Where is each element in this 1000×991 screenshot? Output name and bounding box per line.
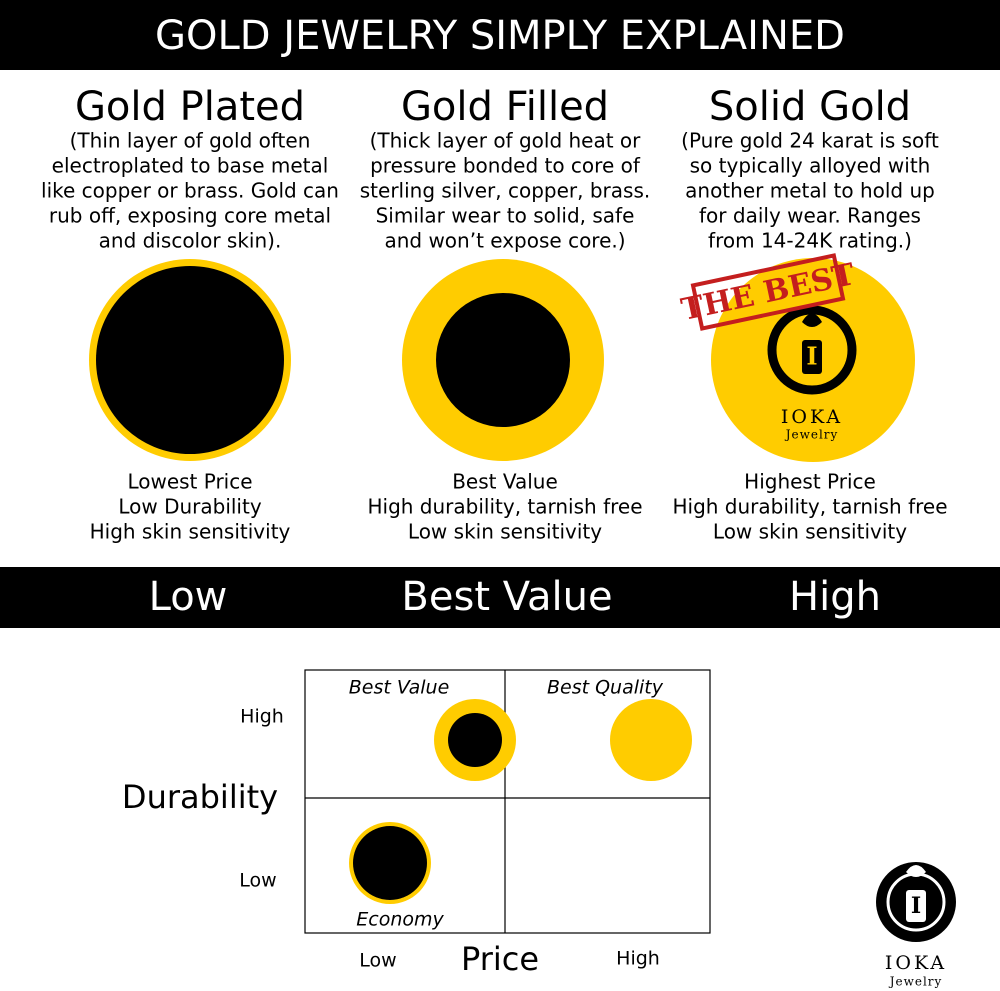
stamp-border (690, 253, 846, 331)
logo-sub: Jewelry (784, 428, 839, 442)
column-note: High durability, tarnish free (367, 495, 642, 519)
column-title: Gold Plated (75, 84, 305, 130)
logo-large: I IOKA Jewelry (876, 862, 956, 989)
column-note: Low Durability (118, 495, 262, 519)
column-description: sterling silver, copper, brass. (360, 179, 650, 203)
column-description: like copper or brass. Gold can (41, 179, 339, 203)
column-description: (Pure gold 24 karat is soft (681, 129, 939, 153)
scale-label: Low (149, 574, 228, 620)
scale-bar (0, 567, 1000, 628)
column-description: and discolor skin). (99, 229, 282, 253)
column-description: from 14-24K rating.) (708, 229, 912, 253)
logo-ring (767, 305, 857, 395)
column-description: for daily wear. Ranges (699, 204, 921, 228)
column-description: (Thick layer of gold heat or (370, 129, 642, 153)
filled-core (448, 713, 502, 767)
column-note: High durability, tarnish free (672, 495, 947, 519)
header-title: GOLD JEWELRY SIMPLY EXPLAINED (155, 13, 845, 59)
logo-leaf (906, 865, 926, 877)
column-description: electroplated to base metal (52, 154, 329, 178)
column-note: High skin sensitivity (90, 520, 291, 544)
y-tick-label: Low (239, 870, 276, 892)
column-description: (Thin layer of gold often (70, 129, 311, 153)
logo-box (802, 340, 822, 374)
scale-label: High (789, 574, 881, 620)
column-description: another metal to hold up (685, 179, 935, 203)
logo-leaf (802, 313, 822, 327)
column-description: rub off, exposing core metal (49, 204, 331, 228)
x-tick-label: Low (359, 950, 396, 972)
column-note: Best Value (452, 470, 558, 494)
quadrant-label: Economy (356, 909, 444, 931)
scale-label: Best Value (401, 574, 612, 620)
y-axis-label: Durability (122, 778, 278, 816)
logo-name: IOKA (781, 406, 843, 428)
logo-box (906, 890, 926, 922)
column-note: Lowest Price (127, 470, 252, 494)
quadrant-label: Best Quality (547, 677, 664, 699)
solid-gold (610, 699, 692, 781)
column-note: Highest Price (744, 470, 876, 494)
logo-name: IOKA (885, 952, 947, 974)
plated-core (96, 266, 284, 454)
column-title: Gold Filled (401, 84, 609, 130)
column-description: Similar wear to solid, safe (376, 204, 635, 228)
logo-small: I IOKA Jewelry (767, 305, 857, 442)
y-tick-label: High (240, 706, 284, 728)
matrix: Best Value Best Quality Economy High Low… (122, 669, 711, 978)
logo-initial: I (806, 342, 817, 371)
column-description: pressure bonded to core of (370, 154, 641, 178)
matrix-frame (304, 669, 711, 934)
logo-sub: Jewelry (888, 975, 943, 989)
column-note: Low skin sensitivity (713, 520, 907, 544)
x-tick-label: High (616, 948, 660, 970)
column-note: Low skin sensitivity (408, 520, 602, 544)
column-description: so typically alloyed with (690, 154, 931, 178)
x-axis-label: Price (461, 940, 539, 978)
columns: Gold Plated(Thin layer of gold oftenelec… (41, 84, 948, 544)
header-bar (0, 0, 1000, 70)
filled-core (436, 293, 570, 427)
logo-initial: I (911, 893, 921, 919)
column-description: and won’t expose core.) (384, 229, 625, 253)
column-title: Solid Gold (709, 84, 911, 130)
quadrant-label: Best Value (349, 677, 450, 699)
plated-core (353, 826, 427, 900)
